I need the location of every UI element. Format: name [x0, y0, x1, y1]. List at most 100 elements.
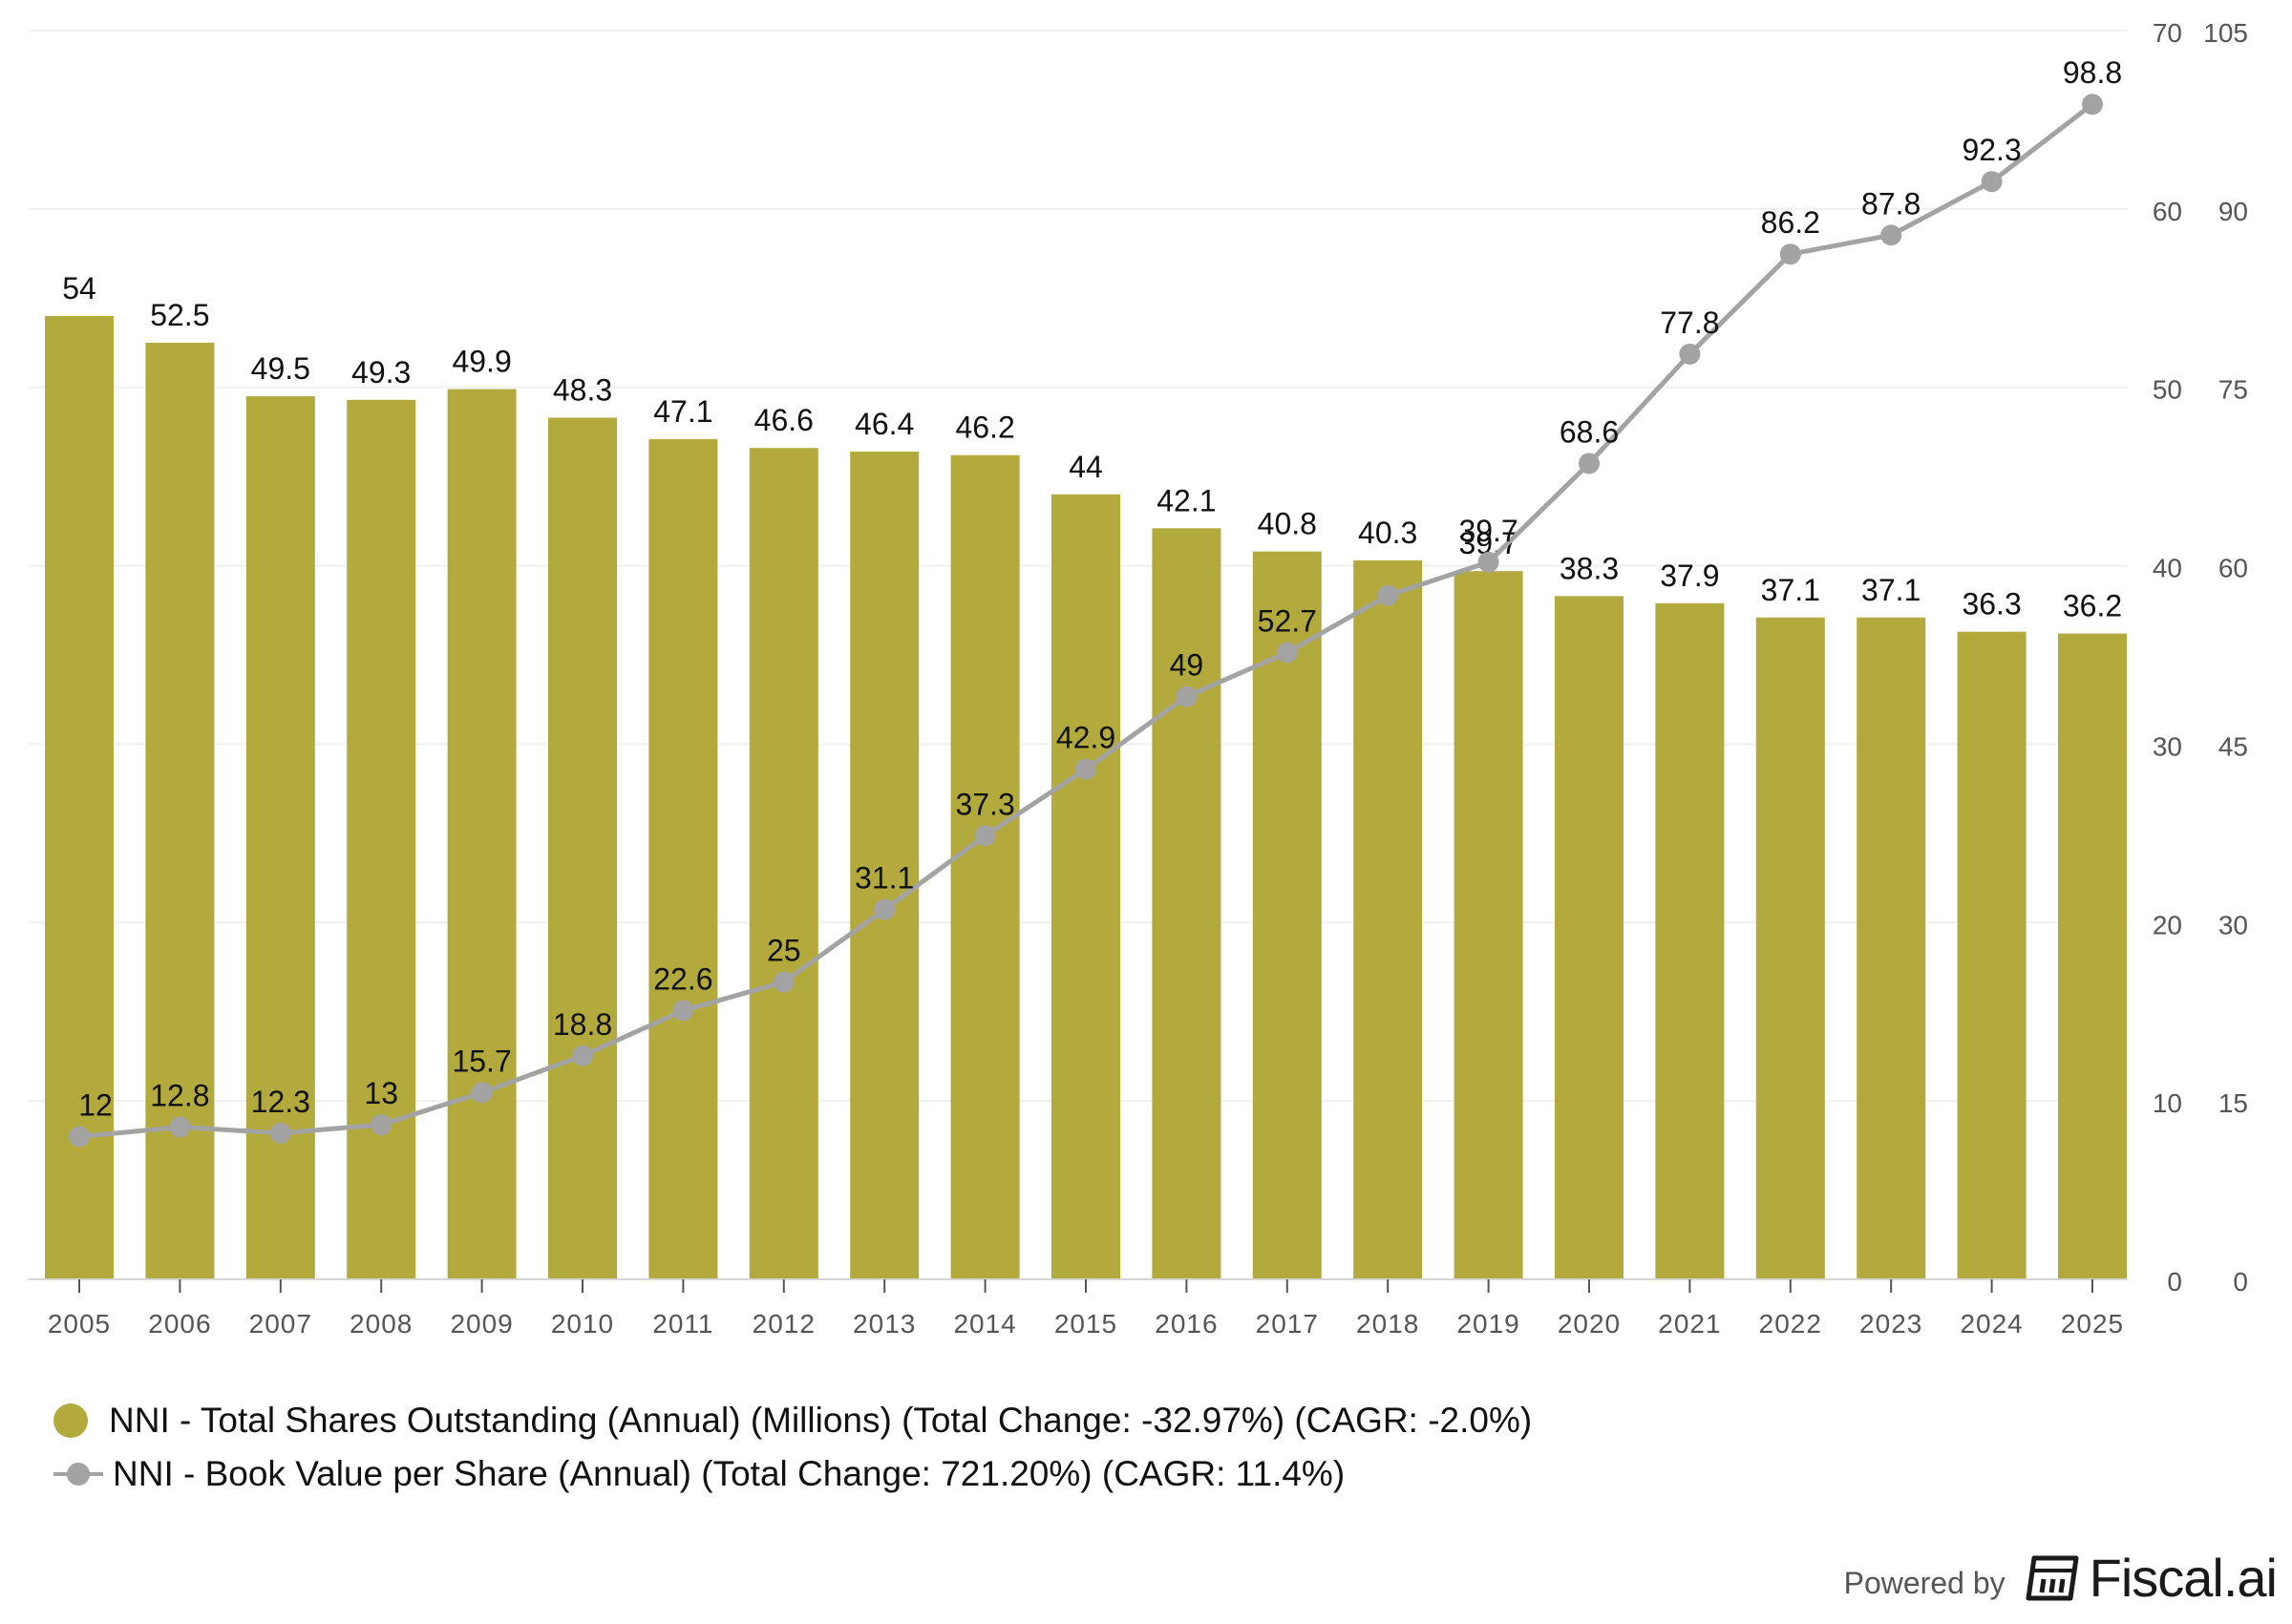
bar-2024[interactable]: [1957, 631, 2027, 1279]
line-point-2020[interactable]: [1579, 453, 1600, 475]
line-point-2012[interactable]: [773, 971, 795, 993]
y-left-tick-label: 0: [2167, 1267, 2182, 1297]
bar-value-label: 40.3: [1358, 516, 1417, 550]
bar-value-label: 37.1: [1861, 573, 1921, 607]
book-value-labels: 12 12.8 12.3 13 15.7 18.8 22.6 25 31.1 37.3 42.9 49…: [78, 55, 2122, 1122]
line-point-2006[interactable]: [169, 1116, 191, 1138]
bar-value-label: 44: [1069, 450, 1103, 484]
bar-2022[interactable]: [1755, 617, 1825, 1279]
x-tick-label: 2016: [1155, 1309, 1218, 1339]
x-tick-label: 2008: [350, 1309, 413, 1339]
line-point-2008[interactable]: [371, 1114, 393, 1136]
bar-2019[interactable]: [1454, 571, 1523, 1279]
y-left-tick-label: 30: [2153, 731, 2182, 761]
x-tick-label: 2013: [853, 1309, 916, 1339]
bar-value-label: 48.3: [553, 372, 612, 407]
legend-swatch-bar: [53, 1403, 88, 1438]
y-left-tick-label: 70: [2153, 18, 2182, 48]
line-point-2013[interactable]: [874, 898, 896, 920]
axes: 0 0 10 15 20 30 30 45 40 60 50 75 60 90 70 105 2005 2006 2…: [29, 18, 2248, 1339]
bar-value-label: 37.1: [1761, 573, 1820, 607]
bar-value-label: 46.6: [754, 403, 814, 437]
x-tick-label: 2014: [953, 1309, 1016, 1339]
y-right-tick-label: 75: [2218, 375, 2248, 405]
line-point-2016[interactable]: [1176, 685, 1198, 707]
bar-2011[interactable]: [648, 438, 718, 1280]
bar-2021[interactable]: [1655, 602, 1725, 1279]
line-value-label: 49: [1170, 648, 1204, 683]
bar-value-label: 49.9: [452, 345, 511, 379]
bar-value-label: 49.3: [351, 355, 411, 390]
line-value-label: 86.2: [1761, 205, 1820, 240]
combo-chart: 54 52.5 49.5 49.3 49.9 48.3 47.1 46.6 46.4 46.2 44…: [29, 18, 2248, 1339]
y-right-tick-label: 45: [2218, 731, 2248, 761]
line-point-2019[interactable]: [1477, 551, 1499, 573]
powered-by-footer[interactable]: Powered by Fiscal.ai: [1843, 1547, 2278, 1609]
line-point-2018[interactable]: [1377, 584, 1399, 606]
bar-2007[interactable]: [245, 396, 315, 1279]
y-right-tick-label: 0: [2233, 1267, 2248, 1297]
line-point-2011[interactable]: [672, 1000, 694, 1022]
bar-2014[interactable]: [950, 454, 1020, 1280]
bar-2008[interactable]: [347, 399, 416, 1279]
line-value-label: 22.6: [653, 961, 712, 996]
y-right-tick-label: 30: [2218, 910, 2248, 939]
bar-2015[interactable]: [1051, 494, 1120, 1279]
legend-label-shares: NNI - Total Shares Outstanding (Annual) …: [109, 1401, 1533, 1440]
bar-value-label: 47.1: [653, 394, 712, 429]
line-point-2015[interactable]: [1075, 758, 1096, 780]
x-tick-label: 2006: [148, 1309, 211, 1339]
bar-2017[interactable]: [1252, 551, 1322, 1279]
y-left-tick-label: 10: [2153, 1088, 2182, 1118]
line-point-2017[interactable]: [1276, 642, 1298, 664]
line-point-2005[interactable]: [69, 1126, 90, 1148]
line-point-2022[interactable]: [1779, 243, 1801, 265]
bar-2023[interactable]: [1857, 617, 1926, 1279]
bar-value-label: 42.1: [1157, 483, 1216, 517]
line-value-label: 12.8: [150, 1079, 209, 1113]
bar-2010[interactable]: [548, 417, 617, 1280]
bar-value-label: 52.5: [150, 298, 209, 332]
line-point-2025[interactable]: [2082, 94, 2103, 116]
bar-2020[interactable]: [1555, 596, 1624, 1279]
line-value-label: 12.3: [251, 1085, 310, 1119]
y-right-tick-label: 90: [2218, 197, 2248, 226]
line-point-2021[interactable]: [1679, 343, 1701, 365]
y-right-tick-label: 15: [2218, 1088, 2248, 1118]
legend-swatch-line: [53, 1457, 103, 1491]
legend-item-book-value[interactable]: NNI - Book Value per Share (Annual) (Tot…: [53, 1447, 1532, 1501]
x-tick-label: 2019: [1456, 1309, 1519, 1339]
x-tick-label: 2022: [1759, 1309, 1822, 1339]
bar-2012[interactable]: [749, 448, 818, 1279]
bar-2009[interactable]: [447, 389, 517, 1279]
legend-label-book-value: NNI - Book Value per Share (Annual) (Tot…: [113, 1454, 1346, 1493]
line-point-2010[interactable]: [572, 1044, 593, 1066]
fiscal-logo-icon: [2026, 1555, 2079, 1600]
powered-by-text: Powered by: [1843, 1566, 2006, 1600]
x-tick-label: 2010: [551, 1309, 614, 1339]
legend-item-shares[interactable]: NNI - Total Shares Outstanding (Annual) …: [53, 1394, 1532, 1447]
bar-2006[interactable]: [145, 343, 215, 1279]
bar-2005[interactable]: [45, 315, 114, 1279]
line-point-2024[interactable]: [1981, 171, 2003, 193]
line-value-label: 87.8: [1861, 186, 1921, 221]
x-tick-label: 2024: [1960, 1309, 2023, 1339]
bar-2013[interactable]: [850, 451, 920, 1279]
bar-value-label: 46.4: [855, 407, 914, 441]
bar-2018[interactable]: [1353, 559, 1423, 1279]
bar-2025[interactable]: [2058, 633, 2127, 1279]
line-value-label: 68.6: [1560, 414, 1619, 449]
y-left-tick-label: 60: [2153, 197, 2182, 226]
line-point-2023[interactable]: [1880, 224, 1902, 246]
line-point-2009[interactable]: [471, 1082, 493, 1104]
line-value-label: 12: [78, 1088, 113, 1123]
bar-2016[interactable]: [1152, 528, 1221, 1279]
y-left-tick-label: 20: [2153, 910, 2182, 939]
line-value-label: 52.7: [1258, 604, 1317, 639]
line-point-2014[interactable]: [974, 825, 996, 847]
bar-value-label: 40.8: [1258, 507, 1317, 541]
line-value-label: 31.1: [855, 861, 914, 896]
line-point-2007[interactable]: [269, 1122, 291, 1144]
line-value-label: 39.7: [1458, 514, 1517, 548]
x-tick-label: 2012: [753, 1309, 816, 1339]
